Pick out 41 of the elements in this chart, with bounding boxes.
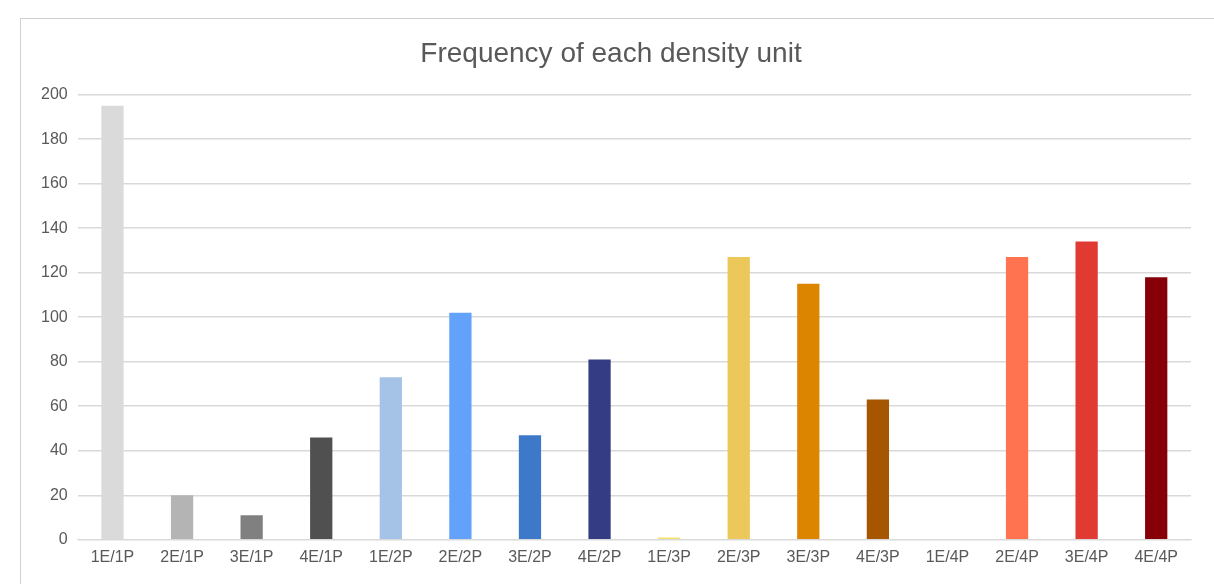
bar bbox=[518, 435, 542, 540]
x-tick-label: 2E/3P bbox=[716, 547, 761, 565]
y-tick-label: 100 bbox=[40, 307, 68, 325]
bar bbox=[379, 377, 402, 540]
bar bbox=[866, 399, 890, 540]
chart-title: Frequency of each density unit bbox=[420, 36, 802, 68]
y-tick-label: 200 bbox=[40, 85, 68, 103]
y-tick-label: 180 bbox=[40, 129, 68, 147]
bar bbox=[1005, 257, 1029, 540]
y-tick-label: 40 bbox=[49, 441, 68, 459]
bar bbox=[449, 312, 472, 540]
x-tick-label: 3E/4P bbox=[1064, 547, 1109, 565]
x-tick-label: 3E/2P bbox=[508, 547, 552, 565]
bar bbox=[727, 257, 750, 540]
bar bbox=[1075, 241, 1098, 540]
y-tick-label: 120 bbox=[40, 263, 68, 281]
bar bbox=[240, 515, 263, 540]
bar bbox=[1145, 277, 1168, 540]
x-tick-label: 2E/1P bbox=[160, 547, 204, 565]
y-tick-label: 20 bbox=[49, 485, 68, 503]
x-tick-label: 2E/2P bbox=[438, 547, 483, 565]
bar bbox=[310, 437, 333, 540]
x-tick-label: 4E/4P bbox=[1134, 547, 1179, 565]
x-tick-label: 2E/4P bbox=[995, 547, 1039, 565]
x-tick-label: 3E/1P bbox=[229, 547, 274, 565]
bar bbox=[588, 359, 611, 540]
bar bbox=[797, 283, 820, 540]
x-tick-label: 1E/4P bbox=[925, 547, 970, 565]
x-tick-label: 4E/2P bbox=[577, 547, 622, 565]
x-tick-label: 1E/3P bbox=[647, 547, 691, 565]
y-tick-label: 0 bbox=[58, 530, 68, 548]
y-tick-label: 140 bbox=[40, 218, 68, 236]
y-tick-label: 80 bbox=[49, 352, 68, 370]
y-tick-label: 60 bbox=[49, 396, 68, 414]
x-tick-label: 1E/1P bbox=[90, 547, 135, 565]
x-tick-label: 4E/3P bbox=[856, 547, 900, 565]
x-tick-label: 1E/2P bbox=[369, 547, 413, 565]
bar bbox=[170, 495, 194, 540]
x-tick-label: 3E/3P bbox=[786, 547, 831, 565]
y-tick-label: 160 bbox=[40, 174, 68, 192]
x-tick-label: 4E/1P bbox=[299, 547, 344, 565]
